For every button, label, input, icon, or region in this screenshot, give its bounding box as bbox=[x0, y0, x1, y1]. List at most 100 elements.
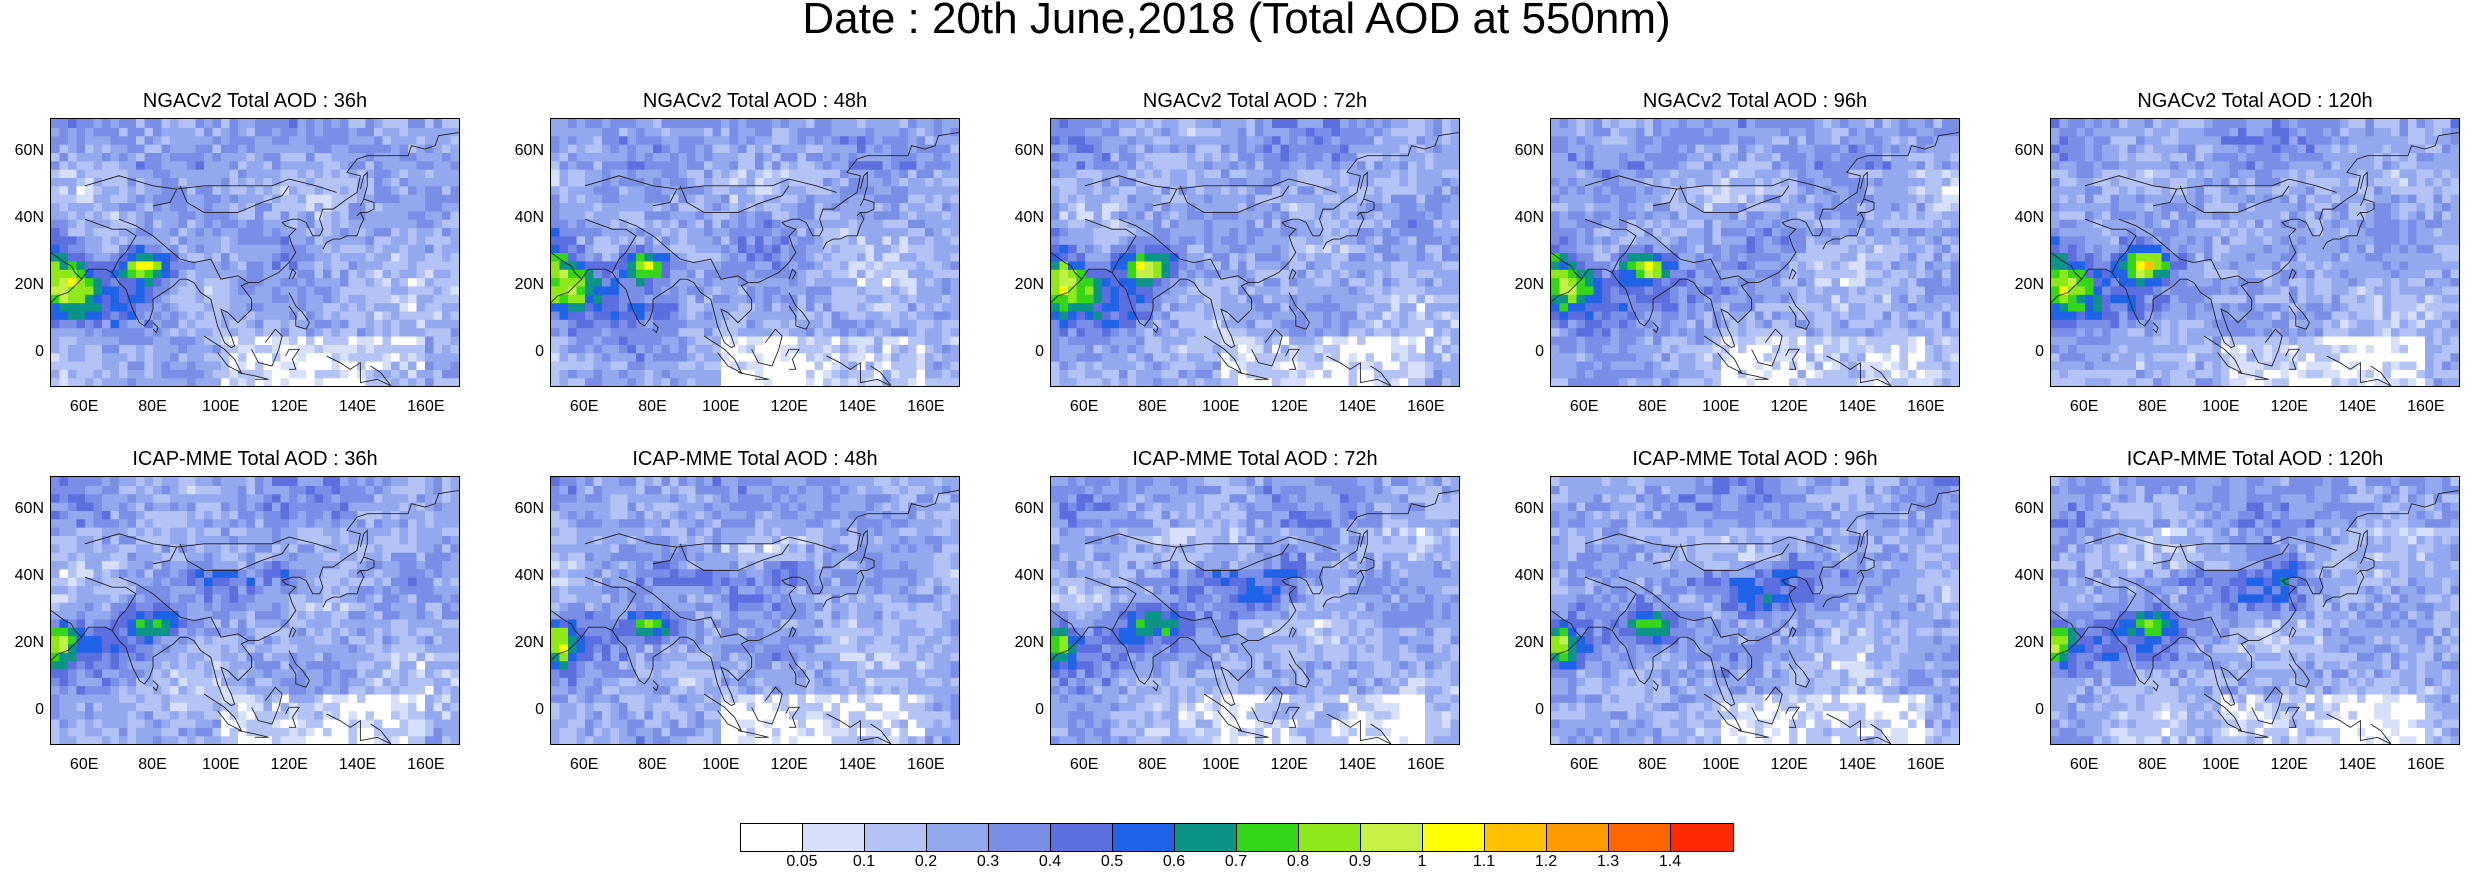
map-panel-ngac-96h: NGACv2 Total AOD : 96h 60N 40N 20N 0 60E 80E 10… bbox=[1515, 90, 1960, 415]
lon-tick-label: 160E bbox=[407, 398, 445, 415]
panel-title: NGACv2 Total AOD : 36h bbox=[142, 90, 368, 112]
lat-tick-label: 40N bbox=[2014, 566, 2044, 584]
panel-title: ICAP-MME Total AOD : 120h bbox=[2126, 448, 2384, 470]
lon-tick-label: 140E bbox=[1838, 398, 1877, 415]
panel-title: ICAP-MME Total AOD : 72h bbox=[1132, 448, 1378, 470]
colorbar-swatch bbox=[1299, 824, 1361, 851]
aod-map bbox=[50, 476, 460, 745]
lon-tick-label: 140E bbox=[1338, 398, 1377, 415]
colorbar-swatch bbox=[1671, 824, 1733, 851]
lat-tick-label: 0 bbox=[1535, 701, 1544, 719]
aod-map bbox=[2050, 118, 2460, 387]
lat-tick-label: 20N bbox=[1014, 634, 1044, 652]
lon-tick-label: 80E bbox=[638, 398, 667, 415]
lat-tick-label: 40N bbox=[514, 208, 544, 226]
lon-tick-label: 100E bbox=[702, 756, 740, 773]
lon-tick-label: 80E bbox=[1138, 398, 1167, 415]
colorbar-swatch bbox=[741, 824, 803, 851]
lon-tick-label: 160E bbox=[907, 756, 945, 773]
colorbar-swatch bbox=[1547, 824, 1609, 851]
lat-tick-label: 40N bbox=[1014, 208, 1044, 226]
aod-map bbox=[1050, 476, 1460, 745]
aod-field bbox=[1051, 477, 1459, 744]
colorbar-swatch bbox=[989, 824, 1051, 851]
colorbar-tick-label: 0.9 bbox=[1348, 853, 1372, 870]
lat-tick-label: 60N bbox=[514, 141, 544, 159]
lon-tick-label: 80E bbox=[638, 756, 667, 773]
map-panel-icap-96h: ICAP-MME Total AOD : 96h 60N 40N 20N 0 60E 80E… bbox=[1515, 448, 1960, 773]
lon-tick-label: 120E bbox=[2270, 756, 2308, 773]
lon-tick-label: 100E bbox=[1202, 756, 1240, 773]
colorbar-swatch bbox=[1485, 824, 1547, 851]
panel-title: ICAP-MME Total AOD : 48h bbox=[632, 448, 878, 470]
aod-colorbar bbox=[740, 823, 1734, 852]
lat-tick-label: 0 bbox=[35, 343, 44, 361]
panel-title: ICAP-MME Total AOD : 96h bbox=[1632, 448, 1878, 470]
lat-tick-label: 20N bbox=[2014, 276, 2044, 294]
colorbar-swatch bbox=[1175, 824, 1237, 851]
lon-tick-label: 100E bbox=[702, 398, 740, 415]
lon-tick-label: 100E bbox=[1702, 398, 1740, 415]
aod-map bbox=[550, 476, 960, 745]
map-panel-icap-120h: ICAP-MME Total AOD : 120h 60N 40N 20N 0 60E 80… bbox=[2015, 448, 2460, 773]
colorbar-tick-label: 0.6 bbox=[1162, 853, 1186, 870]
lon-tick-label: 120E bbox=[1770, 756, 1808, 773]
lat-tick-label: 40N bbox=[1014, 566, 1044, 584]
aod-map bbox=[50, 118, 460, 387]
lon-tick-label: 160E bbox=[1907, 756, 1945, 773]
lon-tick-label: 60E bbox=[2069, 398, 2099, 415]
colorbar-tick-label: 0.1 bbox=[852, 853, 876, 870]
lon-tick-label: 140E bbox=[1338, 756, 1377, 773]
colorbar-swatch bbox=[1051, 824, 1113, 851]
aod-map bbox=[1050, 118, 1460, 387]
colorbar-tick-label: 0.7 bbox=[1224, 853, 1248, 870]
colorbar-tick-label: 1.2 bbox=[1534, 853, 1558, 870]
lon-tick-label: 140E bbox=[2338, 398, 2377, 415]
lat-tick-label: 60N bbox=[1014, 141, 1044, 159]
panel-title: NGACv2 Total AOD : 96h bbox=[1642, 90, 1868, 112]
lon-tick-label: 60E bbox=[1569, 398, 1599, 415]
lon-tick-label: 140E bbox=[338, 756, 377, 773]
aod-map bbox=[550, 118, 960, 387]
panel-title: NGACv2 Total AOD : 72h bbox=[1142, 90, 1368, 112]
aod-field bbox=[1551, 119, 1959, 386]
lon-tick-label: 120E bbox=[2270, 398, 2308, 415]
aod-field bbox=[2051, 477, 2459, 744]
lon-tick-label: 80E bbox=[138, 398, 167, 415]
lat-tick-label: 0 bbox=[35, 701, 44, 719]
lon-tick-label: 160E bbox=[907, 398, 945, 415]
lat-tick-label: 0 bbox=[535, 343, 544, 361]
map-panel-icap-48h: ICAP-MME Total AOD : 48h 60N 40N 20N 0 60E 80E… bbox=[515, 448, 960, 773]
colorbar-tick-label: 1.4 bbox=[1658, 853, 1682, 870]
aod-field bbox=[551, 477, 959, 744]
lon-tick-label: 120E bbox=[1270, 756, 1308, 773]
colorbar-tick-label: 0.05 bbox=[786, 853, 818, 870]
lon-tick-label: 160E bbox=[2407, 756, 2445, 773]
colorbar-swatch bbox=[865, 824, 927, 851]
coastlines bbox=[2051, 489, 2459, 744]
lon-tick-label: 60E bbox=[69, 398, 99, 415]
coastlines bbox=[551, 131, 959, 386]
lon-tick-label: 60E bbox=[569, 398, 599, 415]
colorbar-swatch bbox=[1237, 824, 1299, 851]
lon-tick-label: 80E bbox=[1138, 756, 1167, 773]
aod-field bbox=[51, 119, 459, 386]
coastlines bbox=[1551, 489, 1959, 744]
lon-tick-label: 100E bbox=[2202, 398, 2240, 415]
aod-field bbox=[1051, 119, 1459, 386]
lon-tick-label: 100E bbox=[2202, 756, 2240, 773]
coastlines bbox=[1051, 131, 1459, 386]
lat-tick-label: 60N bbox=[1514, 499, 1544, 517]
colorbar-tick-label: 0.4 bbox=[1038, 853, 1062, 870]
lon-tick-label: 60E bbox=[569, 756, 599, 773]
panel-title: ICAP-MME Total AOD : 36h bbox=[132, 448, 378, 470]
colorbar-tick-label: 1 bbox=[1417, 853, 1427, 870]
lat-tick-label: 0 bbox=[1535, 343, 1544, 361]
lon-tick-label: 80E bbox=[2138, 756, 2167, 773]
aod-field bbox=[1551, 477, 1959, 744]
aod-field bbox=[2051, 119, 2459, 386]
colorbar-swatch bbox=[1423, 824, 1485, 851]
lat-tick-label: 40N bbox=[514, 566, 544, 584]
lon-tick-label: 80E bbox=[2138, 398, 2167, 415]
lat-tick-label: 40N bbox=[14, 208, 44, 226]
